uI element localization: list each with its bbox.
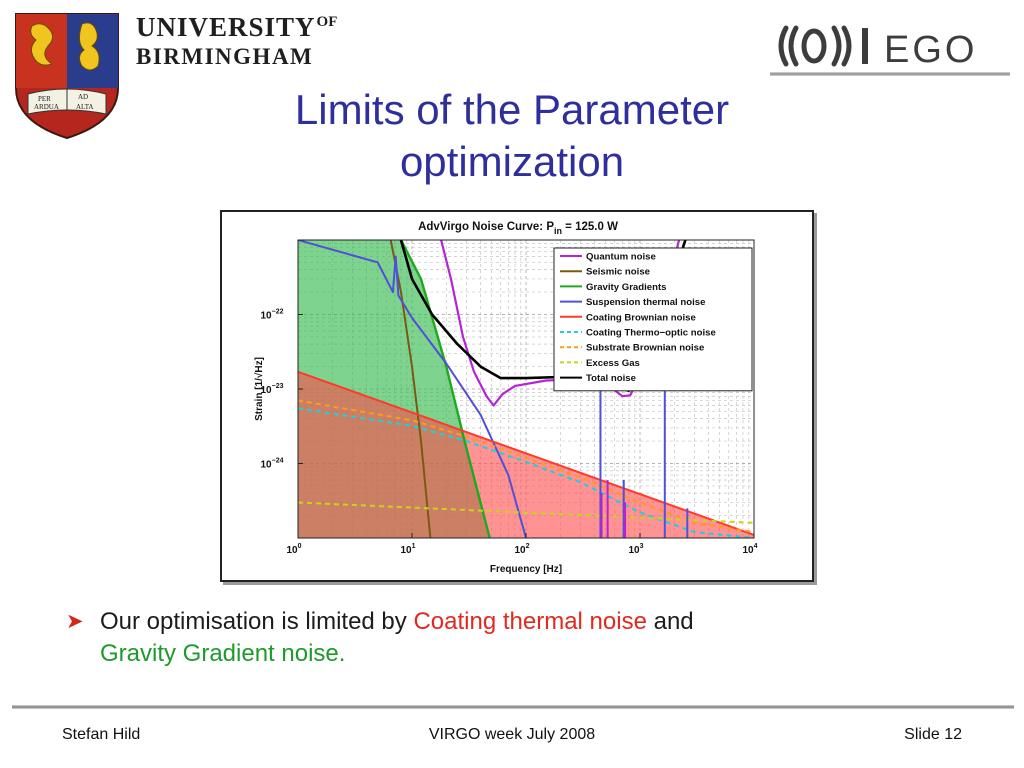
noise-curve-chart: AdvVirgo Noise Curve: Pin = 125.0 W 100 1…	[254, 221, 758, 575]
university-line1: UNIVERSITY	[136, 12, 316, 42]
bullet-prefix: Our optimisation is limited by	[100, 608, 414, 635]
legend-label: Excess Gas	[586, 358, 640, 369]
bullet-highlight-coating: Coating thermal noise	[413, 608, 647, 635]
footer-author: Stefan Hild	[62, 726, 141, 743]
legend-label: Quantum noise	[586, 252, 656, 263]
university-of: OF	[316, 14, 338, 30]
y-tick-label: 10−22	[261, 309, 284, 322]
x-tick-label: 104	[742, 543, 757, 556]
series-line	[399, 240, 491, 538]
legend-label: Gravity Gradients	[586, 282, 667, 293]
noise-curve-chart-frame: AdvVirgo Noise Curve: Pin = 125.0 W 100 1…	[220, 210, 814, 582]
legend-label: Coating Thermo−optic noise	[586, 328, 716, 339]
header-divider	[770, 72, 1010, 76]
footer-divider	[12, 705, 1014, 709]
university-crest-logo: PER AD ARDUA ALTA	[15, 13, 119, 140]
bullet-arrow-icon: ➤	[66, 610, 84, 633]
legend-label: Seismic noise	[586, 267, 650, 278]
series-line	[298, 370, 754, 536]
legend-label: Substrate Brownian noise	[586, 343, 704, 354]
chart-title: AdvVirgo Noise Curve: Pin = 125.0 W	[418, 221, 618, 236]
university-name: UNIVERSITYOF BIRMINGHAM	[136, 12, 338, 69]
chart-title-main: AdvVirgo Noise Curve: P	[418, 221, 554, 233]
chart-ticks: 100 101 102 103 104 10−24 10−23 10−22	[261, 309, 758, 557]
x-tick-label: 102	[514, 543, 529, 556]
bullet-middle: and	[646, 608, 694, 635]
legend-label: Total noise	[586, 373, 636, 384]
legend-label: Suspension thermal noise	[586, 297, 705, 308]
slide-title: Limits of the Parameter optimization	[294, 86, 730, 185]
legend-box	[553, 247, 753, 392]
chart-legend: Quantum noise Seismic noise Gravity Gradie…	[553, 247, 753, 392]
bullet-point: ➤ Our optimisation is limited by Coating…	[66, 606, 986, 670]
chart-title-tail: = 125.0 W	[562, 221, 618, 233]
ego-logo: EGO	[778, 25, 977, 70]
crest-motto-alta: ALTA	[76, 103, 93, 111]
bullet-highlight-gravity: Gravity Gradient noise.	[100, 640, 346, 667]
chart-title-sub: in	[554, 226, 562, 236]
x-axis-label: Frequency [Hz]	[490, 564, 562, 575]
y-tick-label: 10−24	[261, 458, 284, 471]
y-tick-label: 10−23	[261, 383, 284, 396]
crest-motto-ardua: ARDUA	[34, 103, 59, 111]
x-tick-label: 101	[400, 543, 415, 556]
crest-motto-per: PER	[38, 95, 51, 103]
footer-event: VIRGO week July 2008	[428, 726, 596, 743]
series-line	[298, 501, 754, 524]
university-line2: BIRMINGHAM	[136, 44, 314, 69]
legend-label: Coating Brownian noise	[586, 312, 696, 323]
crest-motto-ad: AD	[78, 93, 88, 101]
ego-text: EGO	[884, 29, 977, 70]
series-line	[298, 407, 754, 538]
series-line	[298, 240, 527, 538]
x-tick-label: 103	[628, 543, 643, 556]
footer-slide-number: Slide 12	[904, 726, 962, 743]
x-tick-label: 100	[286, 543, 301, 556]
y-axis-label: Strain [1/√Hz]	[254, 357, 265, 421]
